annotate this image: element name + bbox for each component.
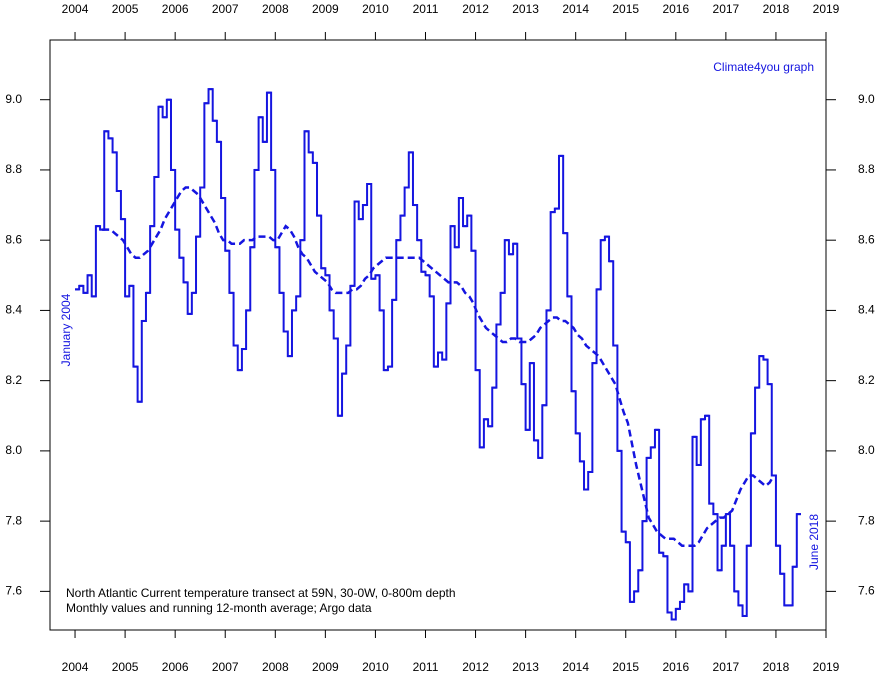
x-tick-label: 2019 bbox=[813, 2, 840, 16]
y-tick-label: 8.8 bbox=[858, 162, 875, 176]
x-tick-label: 2006 bbox=[162, 2, 189, 16]
x-tick-label: 2008 bbox=[262, 2, 289, 16]
note: Monthly values and running 12-month aver… bbox=[66, 601, 372, 615]
x-tick-label: 2016 bbox=[662, 2, 689, 16]
y-tick-label: 9.0 bbox=[858, 92, 875, 106]
x-tick-label: 2011 bbox=[413, 660, 439, 674]
x-tick-label: 2015 bbox=[612, 660, 639, 674]
y-tick-label: 7.6 bbox=[858, 584, 875, 598]
y-tick-label: 8.4 bbox=[858, 303, 875, 317]
note: North Atlantic Current temperature trans… bbox=[66, 586, 456, 600]
x-tick-label: 2013 bbox=[512, 2, 539, 16]
y-tick-label: 8.0 bbox=[858, 443, 875, 457]
x-tick-label: 2018 bbox=[763, 2, 790, 16]
x-tick-label: 2004 bbox=[62, 660, 89, 674]
end-label: June 2018 bbox=[807, 514, 821, 570]
x-tick-label: 2004 bbox=[62, 2, 89, 16]
start-label: January 2004 bbox=[59, 293, 73, 366]
y-tick-label: 9.0 bbox=[5, 92, 22, 106]
x-tick-label: 2008 bbox=[262, 660, 289, 674]
credit: Climate4you graph bbox=[713, 60, 814, 74]
x-tick-label: 2016 bbox=[662, 660, 689, 674]
y-tick-label: 8.6 bbox=[858, 232, 875, 246]
x-tick-label: 2006 bbox=[162, 660, 189, 674]
x-tick-label: 2014 bbox=[562, 2, 589, 16]
y-tick-label: 7.8 bbox=[5, 513, 22, 527]
x-tick-label: 2015 bbox=[612, 2, 639, 16]
x-tick-label: 2018 bbox=[763, 660, 790, 674]
x-tick-label: 2012 bbox=[462, 660, 489, 674]
y-tick-label: 7.8 bbox=[858, 513, 875, 527]
running-average bbox=[102, 186, 775, 547]
x-tick-label: 2017 bbox=[713, 660, 740, 674]
x-tick-label: 2013 bbox=[512, 660, 539, 674]
y-tick-label: 8.6 bbox=[5, 232, 22, 246]
y-tick-label: 8.0 bbox=[5, 443, 22, 457]
x-tick-label: 2017 bbox=[713, 2, 740, 16]
x-tick-label: 2010 bbox=[362, 660, 389, 674]
x-tick-label: 2009 bbox=[312, 2, 339, 16]
x-tick-label: 2010 bbox=[362, 2, 389, 16]
x-tick-label: 2007 bbox=[212, 660, 239, 674]
y-tick-label: 8.4 bbox=[5, 303, 22, 317]
step-connector bbox=[75, 88, 801, 621]
y-tick-label: 8.8 bbox=[5, 162, 22, 176]
x-tick-label: 2019 bbox=[813, 660, 840, 674]
x-tick-label: 2014 bbox=[562, 660, 589, 674]
x-tick-label: 2012 bbox=[462, 2, 489, 16]
x-tick-label: 2007 bbox=[212, 2, 239, 16]
x-tick-label: 2005 bbox=[112, 2, 139, 16]
x-tick-label: 2005 bbox=[112, 660, 139, 674]
x-tick-label: 2011 bbox=[413, 2, 439, 16]
y-tick-label: 7.6 bbox=[5, 584, 22, 598]
plot-frame bbox=[49, 39, 827, 631]
x-tick-label: 2009 bbox=[312, 660, 339, 674]
y-tick-label: 8.2 bbox=[5, 373, 22, 387]
y-tick-label: 8.2 bbox=[858, 373, 875, 387]
